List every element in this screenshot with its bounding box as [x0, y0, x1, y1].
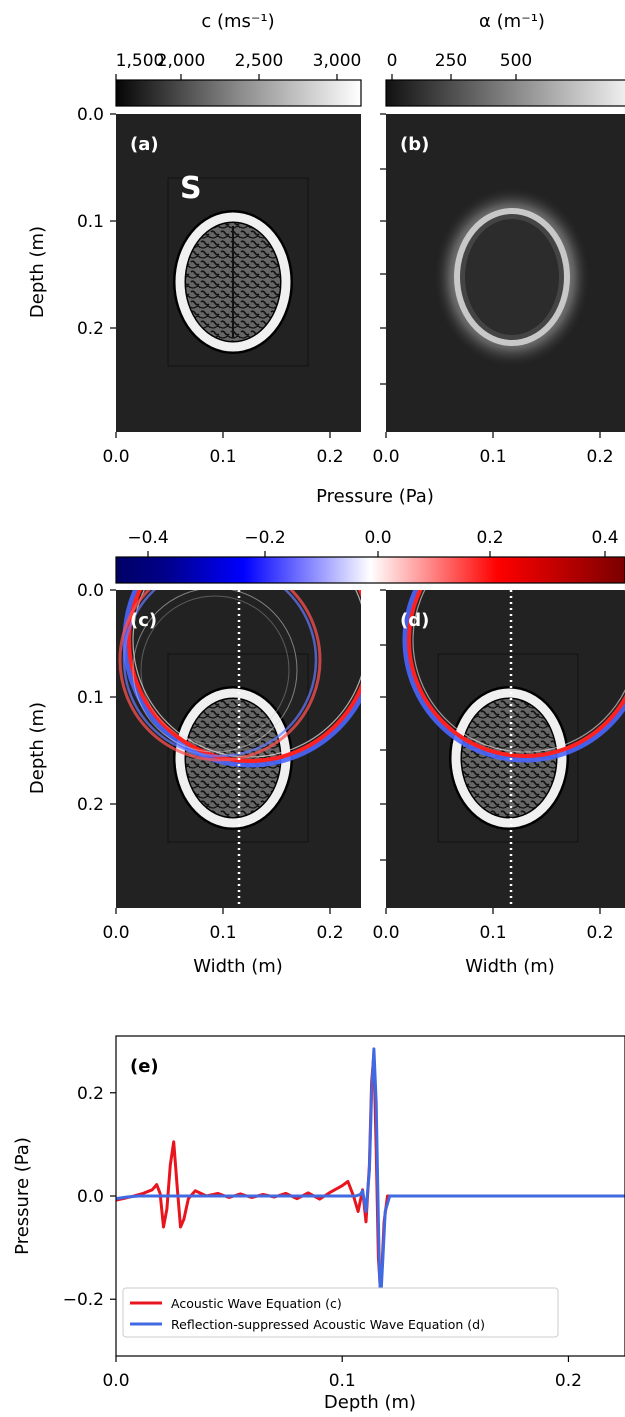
width-tick-label: 0.1 — [209, 923, 236, 943]
depth-tick-label: 0.2 — [77, 795, 104, 815]
source-region-label: S — [180, 171, 202, 206]
width-tick-label: 0.1 — [209, 447, 236, 467]
panel-c: (c) 0.0 0.1 0.2 0.0 0.1 0.2 — [77, 581, 361, 943]
chart-x-tick-label: 0.2 — [555, 1371, 582, 1391]
panel-e-chart: 0.0 0.1 0.2 −0.2 0.0 0.2 (e) Pressure (Pa) De… — [12, 1035, 625, 1413]
pressure-tick-label: −0.2 — [244, 528, 285, 548]
speed-tick-label: 3,000 — [313, 51, 362, 71]
chart-legend: Acoustic Wave Equation (c) Reflection-su… — [122, 1287, 559, 1338]
chart-ylabel: Pressure (Pa) — [12, 1137, 33, 1255]
chart-y-tick-label: 0.0 — [77, 1187, 104, 1207]
panel-c-ylabel: Depth (m) — [27, 702, 48, 794]
pressure-colorbar: Pressure (Pa) −0.4 −0.2 0.0 0.2 0.4 — [115, 486, 625, 584]
pressure-tick-label: 0.0 — [364, 528, 391, 548]
width-tick-label: 0.2 — [586, 447, 613, 467]
depth-tick-label: 0.0 — [77, 581, 104, 601]
width-tick-label: 0.0 — [102, 447, 129, 467]
panel-c-xlabel: Width (m) — [193, 956, 283, 977]
attenuation-tick-label: 0 — [387, 51, 398, 71]
attenuation-tick-label: 250 — [435, 51, 467, 71]
series-line-reflection-suppressed — [115, 1047, 625, 1301]
pressure-tick-label: −0.4 — [127, 528, 168, 548]
attenuation-colorbar-label: α (m⁻¹) — [479, 11, 545, 32]
panel-a-tag: (a) — [130, 134, 159, 155]
width-tick-label: 0.1 — [479, 447, 506, 467]
speed-tick-label: 2,000 — [157, 51, 206, 71]
depth-tick-label: 0.0 — [77, 105, 104, 125]
depth-tick-label: 0.1 — [77, 212, 104, 232]
speed-tick-label: 2,500 — [235, 51, 284, 71]
panel-c-tag: (c) — [130, 610, 157, 631]
width-tick-label: 0.0 — [102, 923, 129, 943]
width-tick-label: 0.1 — [479, 923, 506, 943]
attenuation-colorbar: α (m⁻¹) 0 250 500 — [385, 11, 625, 107]
panel-d-xlabel: Width (m) — [465, 956, 555, 977]
depth-tick-label: 0.2 — [77, 319, 104, 339]
legend-entry-reflection-suppressed: Reflection-suppressed Acoustic Wave Equa… — [171, 1317, 485, 1332]
panel-d: (d) 0.0 0.1 0.2 — [372, 589, 625, 943]
depth-tick-label: 0.1 — [77, 688, 104, 708]
chart-y-tick-label: −0.2 — [63, 1290, 104, 1310]
panel-b: (b) 0.0 0.1 0.2 — [372, 113, 625, 467]
width-tick-label: 0.2 — [586, 923, 613, 943]
pressure-colorbar-label: Pressure (Pa) — [316, 486, 434, 507]
pressure-tick-label: 0.4 — [591, 528, 618, 548]
width-tick-label: 0.0 — [372, 923, 399, 943]
panel-b-tag: (b) — [400, 134, 429, 155]
width-tick-label: 0.2 — [316, 447, 343, 467]
chart-x-tick-label: 0.0 — [102, 1371, 129, 1391]
chart-xlabel: Depth (m) — [324, 1392, 416, 1413]
width-tick-label: 0.0 — [372, 447, 399, 467]
chart-y-tick-label: 0.2 — [77, 1084, 104, 1104]
legend-entry-acoustic: Acoustic Wave Equation (c) — [171, 1296, 342, 1311]
speed-colorbar-label: c (ms⁻¹) — [201, 11, 274, 32]
speed-tick-label: 1,500 — [116, 51, 165, 71]
width-tick-label: 0.2 — [316, 923, 343, 943]
attenuation-tick-label: 500 — [500, 51, 532, 71]
panel-d-tag: (d) — [400, 610, 429, 631]
panel-e-tag: (e) — [130, 1056, 159, 1077]
pressure-tick-label: 0.2 — [476, 528, 503, 548]
panel-a: (a) S 0.0 0.1 0.2 0.0 0.1 0.2 — [77, 105, 361, 467]
panel-a-ylabel: Depth (m) — [27, 226, 48, 318]
chart-x-tick-label: 0.1 — [329, 1371, 356, 1391]
